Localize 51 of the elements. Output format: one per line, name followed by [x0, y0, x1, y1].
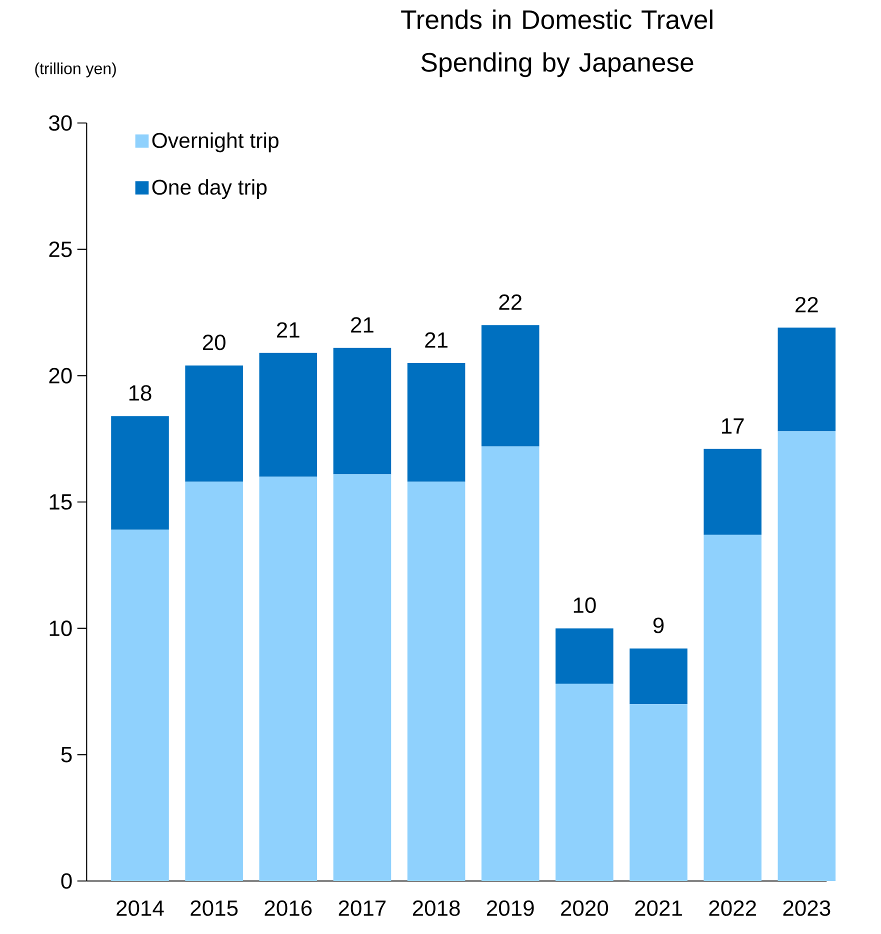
- bar: [111, 530, 169, 881]
- x-tick-label: 2017: [338, 900, 386, 916]
- bar: [630, 648, 688, 704]
- total-label: 17: [722, 418, 744, 434]
- x-tick-label: 2015: [190, 900, 238, 916]
- total-label: 9: [653, 618, 664, 634]
- x-tick-label: 2019: [487, 900, 534, 916]
- x-tick-label: 2020: [561, 900, 608, 916]
- bar: [407, 363, 466, 482]
- bar: [481, 325, 540, 446]
- legend-label: One day trip: [152, 179, 267, 200]
- x-tick-label: 2016: [264, 900, 312, 916]
- y-tick-label: 15: [50, 494, 72, 510]
- y-tick-label: 25: [49, 242, 72, 258]
- legend-label: Overnight trip: [152, 132, 278, 152]
- bar: [778, 431, 836, 881]
- bar: [704, 534, 762, 881]
- total-label: 21: [425, 332, 448, 348]
- x-tick-label: 2022: [709, 900, 756, 916]
- bar: [185, 482, 243, 881]
- x-tick-label: 2014: [116, 900, 164, 916]
- bar: [333, 348, 392, 474]
- total-label: 10: [574, 597, 596, 613]
- bar: [111, 416, 169, 530]
- y-tick-label: 30: [49, 115, 72, 131]
- y-axis-title: (trillion yen): [35, 62, 116, 78]
- bar: [481, 446, 540, 881]
- bar: [333, 474, 392, 881]
- total-label: 21: [351, 317, 374, 333]
- bar: [185, 366, 243, 482]
- total-label: 18: [129, 385, 152, 401]
- bar: [259, 352, 318, 477]
- x-tick-label: 2018: [412, 900, 460, 916]
- x-tick-label: 2021: [635, 900, 682, 916]
- x-tick-label: 2023: [783, 900, 830, 916]
- bar: [704, 448, 762, 535]
- bar: [778, 328, 836, 432]
- bar: [556, 684, 614, 881]
- total-label: 22: [796, 296, 818, 312]
- y-tick-label: 5: [61, 746, 72, 762]
- bar: [630, 704, 688, 881]
- total-label: 22: [499, 294, 522, 310]
- total-label: 20: [202, 334, 226, 350]
- chart-title: Trends in Domestic Travel Spending by Japanese: [401, 10, 712, 78]
- bar: [556, 628, 614, 684]
- y-tick-label: 20: [49, 368, 72, 384]
- bar: [407, 482, 466, 881]
- bar: [259, 476, 318, 881]
- total-label: 21: [277, 322, 300, 338]
- y-tick-label: 10: [50, 620, 72, 636]
- y-tick-label: 0: [61, 873, 72, 889]
